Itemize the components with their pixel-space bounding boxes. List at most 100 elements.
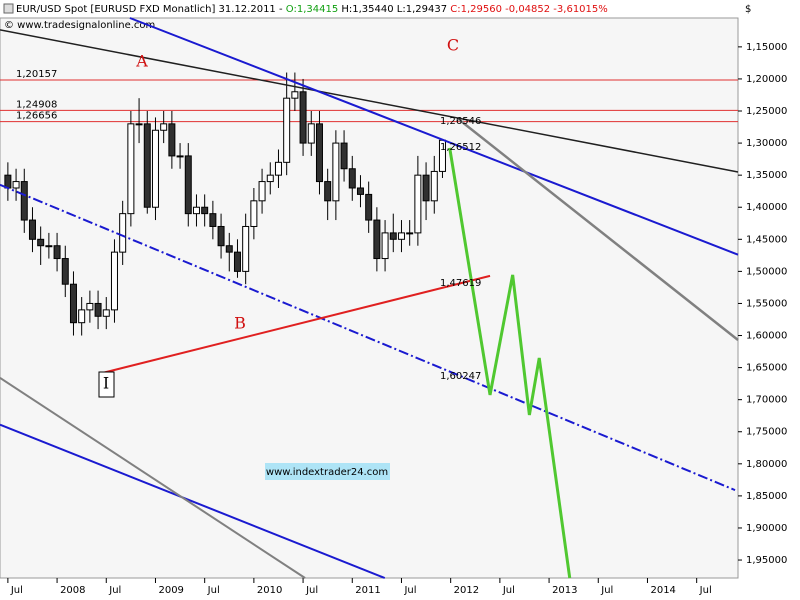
y-tick-label: 1,85000	[746, 491, 787, 502]
y-tick-label: 1,65000	[746, 363, 787, 374]
title-close: C:1,29560 -0,04852 -3,61015%	[450, 4, 608, 15]
trend-line	[0, 377, 306, 579]
annotation: C	[447, 36, 459, 55]
level-label: 1,20157	[16, 69, 57, 80]
candle-body	[119, 213, 127, 253]
candle-body	[373, 219, 381, 260]
candle-body	[356, 187, 364, 195]
candle-body	[381, 232, 389, 260]
candle-body	[102, 309, 110, 317]
candle-body	[340, 142, 348, 170]
candle-body	[53, 245, 61, 260]
candle-body	[184, 155, 192, 215]
x-tick-label: Jul	[600, 585, 613, 596]
annotation: B	[234, 314, 246, 333]
x-tick-label: Jul	[108, 585, 121, 596]
candle-body	[143, 123, 151, 208]
candle-body	[192, 206, 200, 215]
candle-body	[176, 155, 184, 158]
candle-body	[258, 181, 266, 202]
price-label: 1,47619	[440, 278, 481, 289]
x-tick-label: 2013	[552, 585, 577, 596]
price-label: 1,26512	[440, 142, 481, 153]
x-tick-label: 2011	[355, 585, 380, 596]
currency: $	[745, 4, 751, 15]
candle-body	[274, 161, 282, 176]
plot-area	[0, 17, 739, 579]
candle-body	[332, 142, 340, 202]
candle-body	[283, 97, 291, 163]
y-tick-label: 1,70000	[746, 395, 787, 406]
y-tick-label: 1,60000	[746, 331, 787, 342]
trend-line	[103, 274, 491, 374]
candle-body	[37, 238, 45, 247]
y-tick-label: 1,25000	[746, 106, 787, 117]
y-tick-label: 1,75000	[746, 427, 787, 438]
trend-line	[0, 423, 386, 579]
price-label: 1,26546	[440, 116, 481, 127]
candle-body	[45, 245, 53, 248]
y-tick-label: 1,55000	[746, 298, 787, 309]
title-hl: H:1,35440 L:1,29437	[341, 4, 447, 15]
candle-body	[307, 123, 315, 144]
x-tick-label: 2008	[60, 585, 85, 596]
candle-body	[110, 251, 118, 311]
candle-body	[324, 181, 332, 202]
candle-body	[225, 245, 233, 253]
candle-body	[250, 200, 258, 227]
annotation-box	[98, 371, 115, 398]
x-tick-label: 2009	[158, 585, 183, 596]
candle-body	[86, 302, 94, 311]
candle-body	[69, 283, 77, 324]
watermark-box	[265, 463, 390, 480]
y-tick-label: 1,40000	[746, 202, 787, 213]
candle-body	[291, 91, 299, 99]
y-tick-label: 1,90000	[746, 523, 787, 534]
y-tick-label: 1,95000	[746, 555, 787, 566]
y-tick-label: 1,50000	[746, 266, 787, 277]
price-label: 1,60247	[440, 371, 481, 382]
x-tick-label: Jul	[305, 585, 318, 596]
candle-body	[127, 123, 135, 215]
trend-line	[448, 147, 572, 579]
candle-body	[233, 251, 241, 272]
candle-body	[299, 91, 307, 144]
icon	[3, 3, 14, 14]
annotation: A	[135, 52, 148, 71]
candle-body	[430, 170, 438, 202]
level-label: 1,24908	[16, 99, 57, 110]
candle-body	[217, 225, 225, 247]
trend-line	[458, 119, 739, 341]
title-part: EUR/USD Spot [EURUSD FXD Monatlich] 31.1…	[16, 4, 283, 15]
y-tick-label: 1,20000	[746, 74, 787, 85]
candle-body	[406, 232, 414, 235]
candle-body	[168, 123, 176, 157]
candle-body	[12, 181, 20, 189]
level-label: 1,26656	[16, 111, 57, 122]
candle-body	[315, 123, 323, 183]
y-tick-label: 1,30000	[746, 138, 787, 149]
y-tick-label: 1,35000	[746, 170, 787, 181]
x-tick-label: 2012	[454, 585, 479, 596]
x-tick-label: Jul	[207, 585, 220, 596]
x-tick-label: Jul	[699, 585, 712, 596]
candle-body	[94, 302, 102, 317]
candle-body	[20, 181, 28, 221]
candle-body	[389, 232, 397, 240]
candle-body	[61, 258, 69, 285]
candle-body	[135, 123, 143, 126]
candle-body	[414, 174, 422, 234]
trend-line	[129, 17, 739, 256]
y-tick-label: 1,80000	[746, 459, 787, 470]
candle-body	[348, 168, 356, 189]
candle-body	[151, 129, 159, 208]
annotation: I	[103, 374, 109, 393]
candle-body	[160, 123, 168, 131]
candle-body	[209, 213, 217, 227]
trend-line	[0, 183, 736, 492]
title-open: O:1,34415	[286, 4, 338, 15]
trend-line	[0, 29, 739, 173]
candle-body	[365, 193, 373, 221]
x-tick-label: Jul	[502, 585, 515, 596]
